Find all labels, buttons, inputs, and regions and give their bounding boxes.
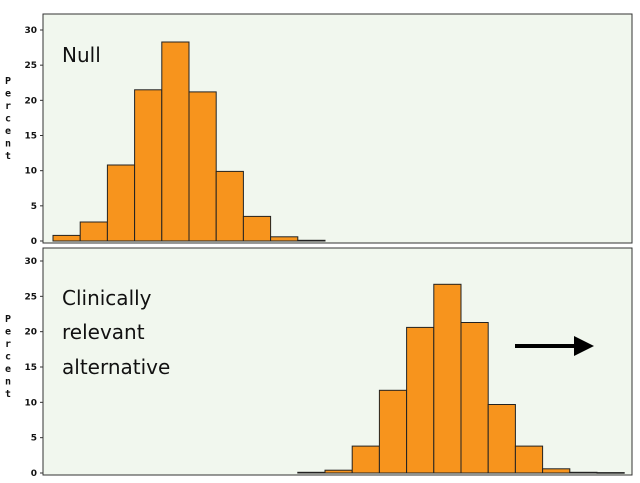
histogram-bar [79, 221, 108, 242]
histogram-bar [514, 445, 544, 474]
y-axis-ticks: 0 5 10 15 20 25 30 [24, 26, 43, 247]
histogram-bar [215, 170, 244, 242]
panel-label-null: Null [62, 43, 101, 67]
histogram-bar [460, 322, 489, 474]
histogram-bar [542, 468, 571, 474]
histogram-bar [188, 91, 217, 242]
histogram-bar [378, 389, 408, 474]
histogram-bar [52, 234, 81, 242]
plot-frame [42, 247, 633, 476]
histogram-bar [242, 215, 272, 242]
histogram-bar [433, 283, 462, 474]
histogram-bar [596, 472, 625, 474]
y-tick-label: 20 [24, 328, 37, 338]
histogram-bars [297, 283, 625, 474]
histogram-bar [270, 236, 299, 242]
y-tick-label: 25 [24, 292, 37, 302]
right-arrow-icon [515, 336, 594, 356]
histogram-bar [487, 404, 516, 474]
y-tick-label: 30 [24, 26, 37, 36]
histogram-bar [406, 326, 435, 474]
panel-label-line-1: Clinically [62, 286, 152, 310]
y-tick-label: 15 [24, 363, 37, 373]
panel-label-line-2: relevant [62, 320, 145, 344]
y-tick-label: 0 [31, 469, 37, 479]
histogram-bar [351, 445, 380, 474]
y-tick-label: 0 [31, 237, 37, 247]
y-tick-label: 5 [31, 202, 37, 212]
histogram-bar [324, 469, 353, 474]
histogram-bar [569, 471, 598, 474]
y-axis-ticks: 0 5 10 15 20 25 30 [24, 257, 43, 479]
histogram-bar [297, 239, 326, 242]
histogram-bars [52, 41, 326, 242]
histogram-bar [297, 471, 326, 474]
y-tick-label: 10 [24, 398, 37, 408]
panel-label-line-3: alternative [62, 355, 170, 379]
y-tick-label: 25 [24, 61, 37, 71]
histogram-bar [106, 164, 136, 242]
y-tick-label: 5 [31, 434, 37, 444]
y-tick-label: 15 [24, 132, 37, 142]
histogram-bar [134, 89, 163, 242]
y-tick-label: 30 [24, 257, 37, 267]
y-tick-label: 10 [24, 167, 37, 177]
histogram-bar [161, 41, 190, 242]
y-tick-label: 20 [24, 96, 37, 106]
